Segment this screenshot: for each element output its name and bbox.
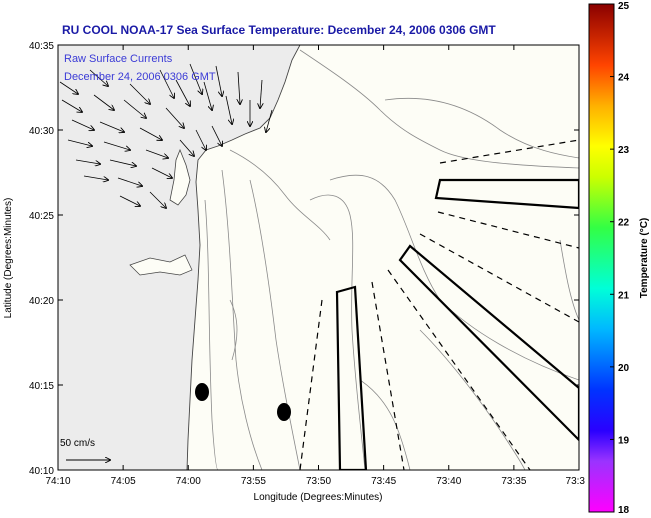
colorbar-tick-label: 20 [618, 363, 630, 374]
x-axis-ticks: 74:10 74:05 74:00 73:55 73:50 73:45 73:40 73:35… [45, 45, 585, 487]
x-tick-label: 74:10 [45, 476, 70, 487]
colorbar-label: Temperature (°C) [639, 218, 650, 299]
bathymetry-contours [204, 49, 579, 470]
y-tick-label: 40:15 [29, 381, 54, 392]
colorbar-tick-label: 19 [618, 435, 630, 446]
scale-label: 50 cm/s [60, 438, 95, 449]
map-content: Raw Surface Currents December 24, 2006 0… [58, 45, 579, 470]
mooring-marker [277, 403, 291, 421]
colorbar-tick-label: 23 [618, 145, 630, 156]
colorbar-tick-label: 21 [618, 290, 630, 301]
y-tick-label: 40:30 [29, 126, 54, 137]
survey-wedges [335, 178, 579, 470]
colorbar-tick-label: 24 [618, 73, 630, 84]
river-outline [129, 254, 193, 276]
y-tick-label: 40:10 [29, 466, 54, 477]
x-tick-label: 73:35 [501, 476, 526, 487]
legend-line-2: December 24, 2006 0306 GMT [64, 71, 216, 83]
x-tick-label: 73:50 [306, 476, 331, 487]
x-tick-label: 74:00 [176, 476, 201, 487]
map-title: RU COOL NOAA-17 Sea Surface Temperature:… [62, 23, 496, 37]
colorbar-ticks: 25 24 23 22 21 20 19 18 [610, 1, 630, 516]
current-vectors [59, 63, 273, 208]
colorbar [588, 3, 615, 513]
x-tick-label: 73:3 [566, 476, 586, 487]
x-tick-label: 74:05 [111, 476, 136, 487]
mooring-marker [195, 383, 209, 401]
bay-outline [169, 148, 191, 206]
colorbar-tick-label: 18 [618, 505, 630, 516]
x-tick-label: 73:55 [241, 476, 266, 487]
x-axis-label: Longitude (Degrees:Minutes) [254, 492, 383, 503]
y-tick-label: 40:25 [29, 211, 54, 222]
colorbar-tick-label: 22 [618, 218, 630, 229]
colorbar-tick-label: 25 [618, 1, 630, 12]
y-axis-ticks: 40:35 40:30 40:25 40:20 40:15 40:10 [29, 41, 579, 477]
y-tick-label: 40:20 [29, 296, 54, 307]
y-axis-label: Latitude (Degrees:Minutes) [3, 198, 14, 319]
y-tick-label: 40:35 [29, 41, 54, 52]
x-tick-label: 73:40 [436, 476, 461, 487]
dashed-transect-lines [299, 139, 579, 470]
legend-line-1: Raw Surface Currents [64, 53, 173, 65]
x-tick-label: 73:45 [371, 476, 396, 487]
